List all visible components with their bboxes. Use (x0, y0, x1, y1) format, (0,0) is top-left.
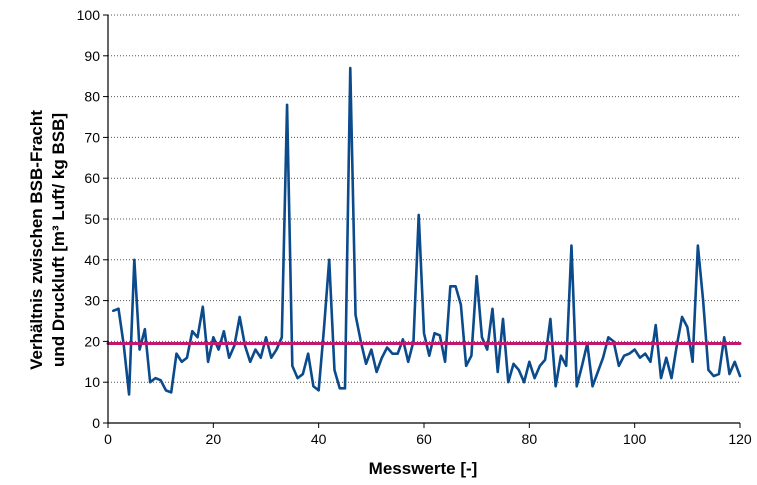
y-axis-title-line-1: Verhältnis zwischen BSB-Fracht (27, 110, 46, 370)
y-tick-label: 60 (84, 170, 100, 186)
x-tick-label: 20 (206, 431, 222, 447)
x-tick-label: 40 (311, 431, 327, 447)
series-layer (106, 66, 742, 396)
x-tick-label: 120 (728, 431, 752, 447)
y-tick-label: 100 (77, 7, 101, 23)
x-tick-label: 80 (522, 431, 538, 447)
y-axis-title-line-2: und Druckluft [m³ Luft/ kg BSB] (49, 113, 68, 367)
y-tick-label: 10 (84, 374, 100, 390)
x-axis-title: Messwerte [-] (369, 459, 478, 478)
y-tick-label: 30 (84, 293, 100, 309)
tick-labels: 0 10 20 30 40 50 60 70 80 90 100 0 20 40 60 80 100 120 (77, 7, 752, 447)
axes (103, 14, 741, 428)
y-tick-label: 90 (84, 48, 100, 64)
x-tick-label: 100 (623, 431, 647, 447)
grid (108, 14, 740, 383)
y-tick-label: 50 (84, 211, 100, 227)
y-tick-label: 40 (84, 252, 100, 268)
y-tick-label: 0 (92, 415, 100, 431)
y-tick-label: 20 (84, 333, 100, 349)
y-tick-label: 70 (84, 129, 100, 145)
y-tick-label: 80 (84, 89, 100, 105)
measurement-series-line (111, 66, 742, 396)
x-tick-label: 0 (104, 431, 112, 447)
x-tick-label: 60 (416, 431, 432, 447)
